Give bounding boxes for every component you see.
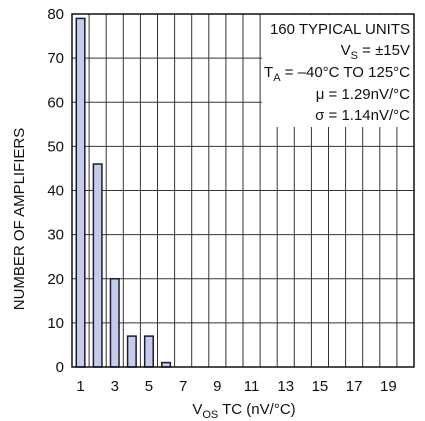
plot-frame	[71, 13, 415, 368]
x-tick-label: 5	[145, 378, 153, 395]
x-axis-title-sub: OS	[202, 409, 218, 421]
annotation-background	[262, 15, 413, 127]
bar-1	[75, 17, 86, 368]
y-tick-label: 30	[47, 227, 64, 244]
x-tick-label: 1	[76, 378, 84, 395]
annotation-supply-sub: S	[351, 50, 358, 62]
x-tick-label: 9	[213, 378, 221, 395]
annotation-temperature-rest: = –40°C TO 125°C	[281, 64, 411, 81]
annotation-supply-main: V	[341, 42, 351, 59]
x-tick-label: 15	[312, 378, 329, 395]
stats-annotation: 160 TYPICAL UNITS VS = ±15V TA = –40°C T…	[264, 21, 410, 124]
y-tick-label: 0	[56, 359, 64, 376]
y-tick-label: 40	[47, 183, 64, 200]
bar-3	[109, 278, 120, 368]
x-tick-label: 19	[380, 378, 397, 395]
y-tick-label: 80	[47, 6, 64, 23]
y-tick-label: 50	[47, 138, 64, 155]
bar-2	[92, 163, 103, 368]
annotation-supply-rest: = ±15V	[358, 42, 410, 59]
annotation-supply: VS = ±15V	[341, 42, 410, 62]
bar-series	[75, 17, 172, 368]
x-tick-label: 7	[179, 378, 187, 395]
x-tick-label: 11	[244, 378, 260, 395]
x-tick-labels: 1 3 5 7 9 11 13 15 17 19	[76, 378, 396, 395]
x-axis-title-main: V	[192, 401, 202, 418]
x-axis-title-rest: TC (nV/°C)	[218, 401, 295, 418]
annotation-mean: μ = 1.29nV/°C	[316, 86, 410, 103]
plot-border	[71, 13, 415, 368]
bar-4	[126, 335, 137, 368]
y-tick-label: 60	[47, 94, 64, 111]
y-tick-label: 20	[47, 271, 64, 288]
x-tick-label: 13	[277, 378, 294, 395]
x-axis-title: VOS TC (nV/°C)	[192, 401, 295, 421]
x-tick-label: 17	[346, 378, 363, 395]
x-tick-label: 3	[111, 378, 119, 395]
y-tick-labels: 0 10 20 30 40 50 60 70 80	[47, 6, 64, 376]
y-axis-title: NUMBER OF AMPLIFIERS	[11, 128, 28, 311]
bar-5	[143, 335, 154, 368]
annotation-temperature-main: T	[264, 64, 273, 81]
annotation-temperature-sub: A	[273, 72, 281, 84]
annotation-temperature: TA = –40°C TO 125°C	[264, 64, 410, 84]
annotation-units: 160 TYPICAL UNITS	[270, 21, 410, 38]
y-tick-label: 70	[47, 50, 64, 67]
annotation-sigma: σ = 1.14nV/°C	[315, 107, 410, 124]
y-tick-label: 10	[47, 315, 64, 332]
